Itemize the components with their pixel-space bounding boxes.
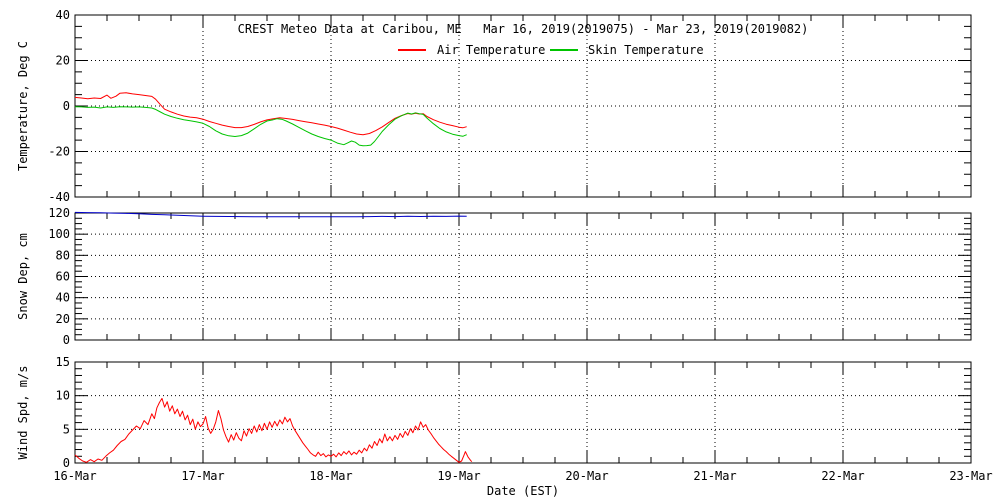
skin-legend-label: Skin Temperature: [588, 43, 704, 57]
y-tick-label: 15: [56, 355, 70, 369]
x-tick-label: 20-Mar: [565, 469, 608, 483]
y-tick-label: 0: [63, 333, 70, 347]
y-tick-label: 20: [56, 54, 70, 68]
skin-legend-swatch: [550, 49, 578, 51]
air-legend-swatch: [398, 49, 426, 51]
air-temperature-line: [74, 92, 467, 136]
y-tick-label: 40: [56, 8, 70, 22]
y-tick-label: 5: [63, 422, 70, 436]
chart-title: CREST Meteo Data at Caribou, ME Mar 16, …: [237, 22, 809, 36]
y-tick-label: 40: [56, 291, 70, 305]
x-axis-title: Date (EST): [487, 484, 559, 498]
y-tick-label: -40: [48, 190, 70, 204]
x-tick-label: 16-Mar: [53, 469, 96, 483]
x-tick-label: 19-Mar: [437, 469, 480, 483]
air-legend-label: Air Temperature: [437, 43, 546, 57]
y-tick-label: 0: [63, 456, 70, 470]
y-tick-label: 10: [56, 389, 70, 403]
y-tick-label: -20: [48, 145, 70, 159]
x-tick-label: 22-Mar: [821, 469, 864, 483]
y-tick-label: 0: [63, 99, 70, 113]
x-tick-label: 23-Mar: [949, 469, 992, 483]
x-tick-label: 17-Mar: [181, 469, 224, 483]
y-tick-label: 100: [48, 227, 70, 241]
x-tick-label: 18-Mar: [309, 469, 352, 483]
y-tick-label: 80: [56, 248, 70, 262]
y-axis-title: Snow Dep, cm: [16, 233, 30, 320]
y-axis-title: Wind Spd, m/s: [16, 366, 30, 460]
wind-speed-line: [74, 397, 473, 463]
y-tick-label: 60: [56, 270, 70, 284]
y-tick-label: 20: [56, 312, 70, 326]
skin-temperature-line: [74, 106, 467, 147]
snow-depth-line: [74, 211, 467, 218]
y-tick-label: 120: [48, 206, 70, 220]
y-axis-title: Temperature, Deg C: [16, 41, 30, 171]
panel-frame: [74, 361, 972, 464]
x-tick-label: 21-Mar: [693, 469, 736, 483]
